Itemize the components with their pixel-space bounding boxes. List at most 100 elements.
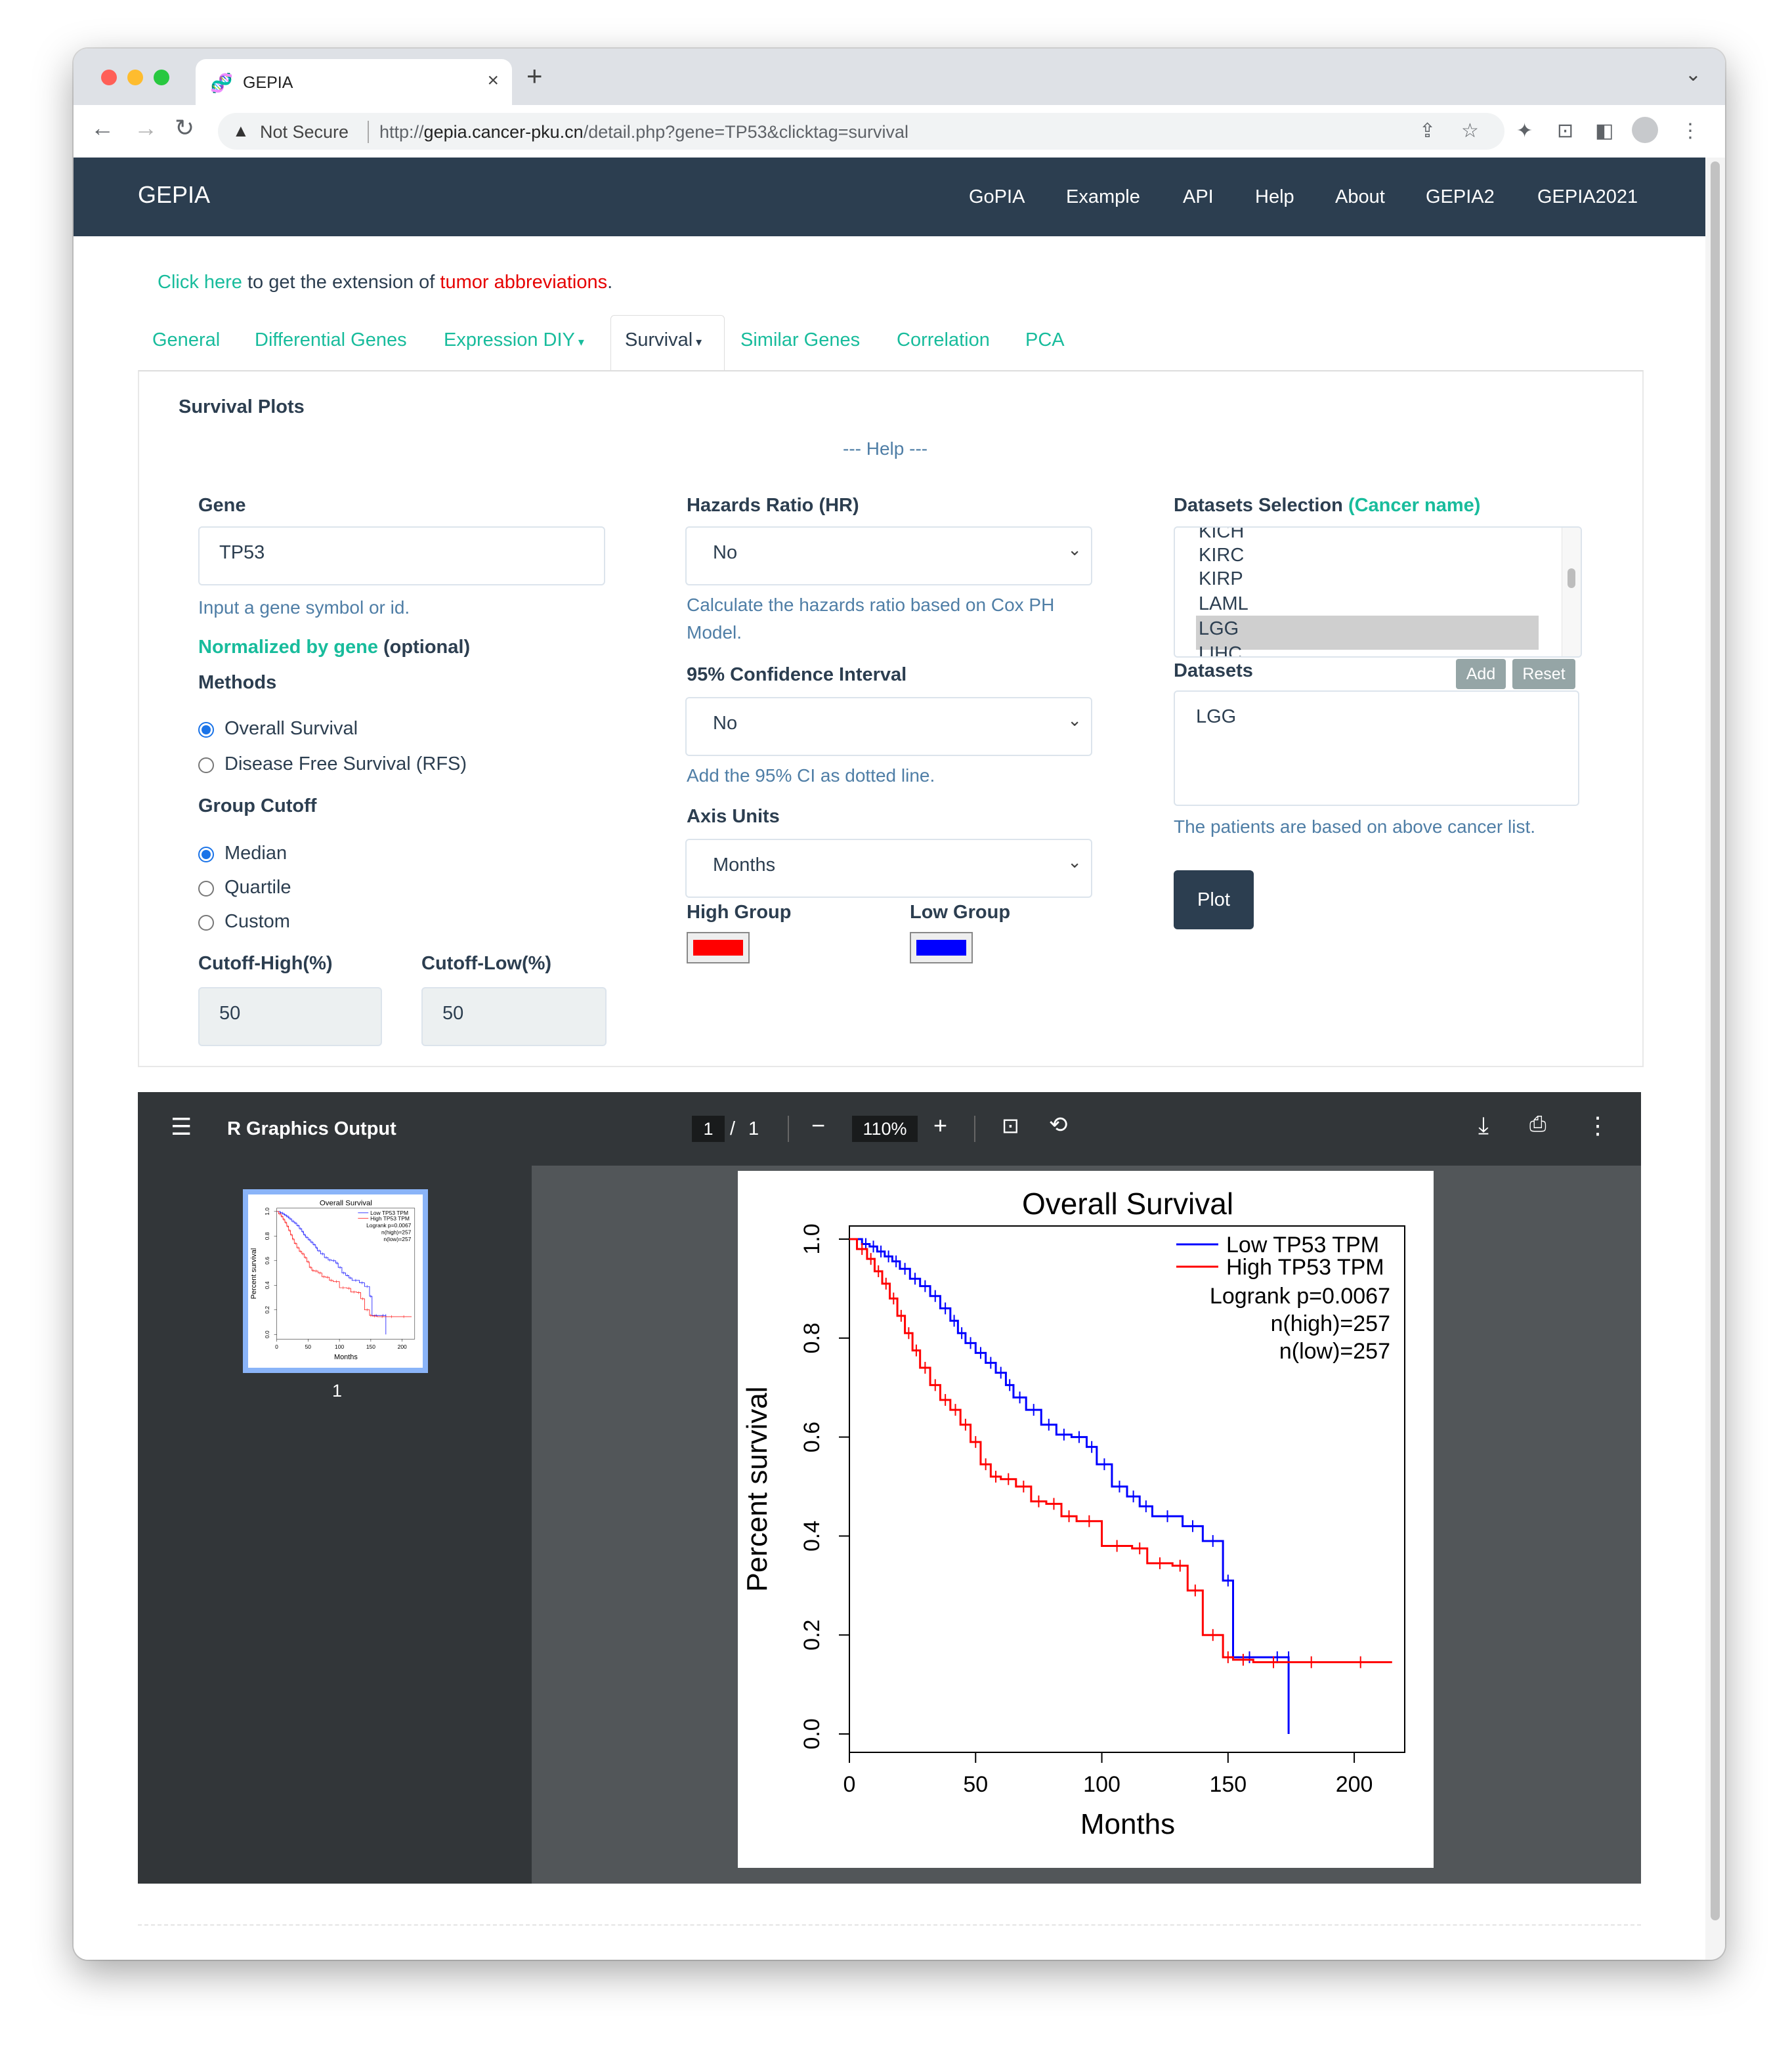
tab-general[interactable]: General [152, 329, 221, 350]
reload-icon[interactable]: ↻ [175, 114, 195, 141]
security-label[interactable]: Not Secure [260, 122, 349, 142]
quartile-radio[interactable] [198, 881, 214, 897]
median-radio[interactable] [198, 847, 214, 862]
maximize-window-button[interactable] [154, 70, 169, 85]
new-tab-icon[interactable]: + [526, 60, 543, 91]
page-scrollbar[interactable] [1705, 158, 1725, 1960]
tumor-abbreviations-link[interactable]: tumor abbreviations [440, 272, 608, 293]
overall-survival-label[interactable]: Overall Survival [224, 718, 358, 739]
browser-menu-icon[interactable]: ⋮ [1680, 120, 1700, 142]
dataset-option-selected[interactable]: LGG [1199, 618, 1239, 639]
tab-pca[interactable]: PCA [1025, 329, 1065, 350]
site-navbar: GEPIA GoPIA Example API Help About GEPIA… [74, 158, 1705, 236]
nav-link-gepia2[interactable]: GEPIA2 [1426, 186, 1495, 207]
axis-units-select[interactable]: Months ⌄ [685, 839, 1092, 898]
add-button[interactable]: Add [1456, 659, 1506, 689]
y-tick-label: 0.4 [264, 1281, 270, 1289]
nav-link-gopia[interactable]: GoPIA [969, 186, 1025, 207]
tab-expression-diy[interactable]: Expression DIY ▾ [444, 329, 584, 351]
share-icon[interactable]: ⇪ [1419, 120, 1436, 142]
forward-arrow-icon[interactable]: → [134, 114, 158, 141]
legend-label: Low TP53 TPM [370, 1210, 408, 1216]
overall-survival-radio[interactable] [198, 722, 214, 738]
zoom-level[interactable]: 110% [852, 1116, 918, 1142]
listbox-scroll-thumb[interactable] [1568, 568, 1575, 588]
datasets-textarea[interactable]: LGG [1174, 690, 1579, 806]
nav-link-api[interactable]: API [1183, 186, 1214, 207]
zoom-out-icon[interactable]: − [811, 1112, 826, 1139]
hazards-ratio-select[interactable]: No ⌄ [685, 526, 1092, 585]
page-total: 1 [748, 1118, 759, 1139]
cutoff-high-input[interactable]: 50 [198, 987, 382, 1046]
dataset-option[interactable]: KICH [1199, 526, 1245, 542]
close-window-button[interactable] [101, 70, 117, 85]
back-arrow-icon[interactable]: ← [91, 114, 114, 141]
notice-text: to get the extension of [242, 272, 440, 293]
tab-strip: 🧬 GEPIA × + ⌄ [74, 49, 1725, 105]
print-icon[interactable]: ⎙ [1529, 1112, 1547, 1135]
close-tab-icon[interactable]: × [487, 70, 499, 91]
tab-similar-genes[interactable]: Similar Genes [740, 329, 861, 350]
side-panel-icon[interactable]: ◧ [1595, 120, 1614, 142]
dataset-listbox[interactable]: KICH KIRC KIRP LAML LGG LIHC [1174, 526, 1582, 658]
listbox-scrollbar[interactable] [1562, 528, 1581, 656]
tab-survival[interactable]: Survival ▾ [625, 329, 702, 351]
tab-search-chevron-icon[interactable]: ⌄ [1684, 64, 1701, 85]
normalized-by-gene-link[interactable]: Normalized by gene [198, 637, 378, 658]
nav-link-gepia2021[interactable]: GEPIA2021 [1537, 186, 1638, 207]
disease-free-survival-radio[interactable] [198, 757, 214, 773]
disease-free-survival-label[interactable]: Disease Free Survival (RFS) [224, 753, 467, 774]
download-icon[interactable]: ⤓ [1478, 1112, 1489, 1139]
page-scroll-thumb[interactable] [1711, 161, 1720, 1920]
extensions-puzzle-icon[interactable]: ✦ [1516, 120, 1533, 142]
page-number-input[interactable]: 1 [692, 1116, 725, 1142]
browser-window: 🧬 GEPIA × + ⌄ ← → ↻ ▲ Not Secure http://… [74, 49, 1725, 1960]
more-options-icon[interactable]: ⋮ [1586, 1112, 1610, 1139]
cast-icon[interactable]: ⊡ [1557, 120, 1574, 142]
pdf-title: R Graphics Output [227, 1118, 396, 1139]
median-label[interactable]: Median [224, 843, 288, 864]
y-tick-label: 1.0 [800, 1223, 824, 1254]
rotate-icon[interactable]: ⟲ [1049, 1112, 1068, 1137]
dataset-option[interactable]: KIRC [1199, 545, 1245, 566]
plot-button[interactable]: Plot [1174, 870, 1254, 929]
nav-link-example[interactable]: Example [1066, 186, 1140, 207]
confidence-interval-select[interactable]: No ⌄ [685, 697, 1092, 756]
tab-title: GEPIA [243, 74, 293, 92]
page-thumbnail[interactable]: Overall Survival 0 50 100 150 200 0.0 0.2 0.4 0.6… [243, 1189, 428, 1373]
help-link[interactable]: --- Help --- [843, 438, 928, 459]
gene-input[interactable]: TP53 [198, 526, 605, 585]
dataset-option[interactable]: LAML [1199, 593, 1248, 614]
cutoff-low-input[interactable]: 50 [421, 987, 607, 1046]
nav-link-about[interactable]: About [1335, 186, 1385, 207]
bookmark-star-icon[interactable]: ☆ [1461, 120, 1479, 142]
y-tick-label: 0.2 [800, 1620, 824, 1651]
site-brand[interactable]: GEPIA [138, 181, 211, 208]
x-axis-label: Months [334, 1353, 358, 1361]
address-bar[interactable]: ▲ Not Secure http://gepia.cancer-pku.cn/… [218, 113, 1504, 150]
profile-avatar-icon[interactable] [1632, 117, 1658, 143]
cancer-name-link[interactable]: (Cancer name) [1348, 495, 1481, 516]
high-group-color-picker[interactable] [687, 932, 750, 963]
nav-link-help[interactable]: Help [1255, 186, 1294, 207]
reset-button[interactable]: Reset [1512, 659, 1575, 689]
tab-correlation[interactable]: Correlation [897, 329, 990, 350]
x-tick-label: 50 [963, 1772, 988, 1797]
gene-hint: Input a gene symbol or id. [198, 597, 410, 618]
url-text[interactable]: http://gepia.cancer-pku.cn/detail.php?ge… [379, 122, 908, 142]
custom-radio[interactable] [198, 915, 214, 931]
tab-differential-genes[interactable]: Differential Genes [255, 329, 407, 350]
chart-annotation: Logrank p=0.0067 [1210, 1284, 1390, 1309]
quartile-label[interactable]: Quartile [224, 877, 291, 898]
browser-tab[interactable]: 🧬 GEPIA × [196, 59, 512, 105]
x-axis-label: Months [1080, 1808, 1175, 1840]
dataset-option[interactable]: LIHC [1199, 643, 1243, 658]
zoom-in-icon[interactable]: + [933, 1112, 948, 1139]
low-group-color-picker[interactable] [910, 932, 973, 963]
dataset-option[interactable]: KIRP [1199, 568, 1243, 589]
sidebar-menu-icon[interactable]: ☰ [171, 1113, 192, 1140]
click-here-link[interactable]: Click here [158, 272, 242, 293]
fit-page-icon[interactable]: ⊡ [1002, 1114, 1019, 1137]
custom-label[interactable]: Custom [224, 911, 290, 932]
minimize-window-button[interactable] [127, 70, 143, 85]
